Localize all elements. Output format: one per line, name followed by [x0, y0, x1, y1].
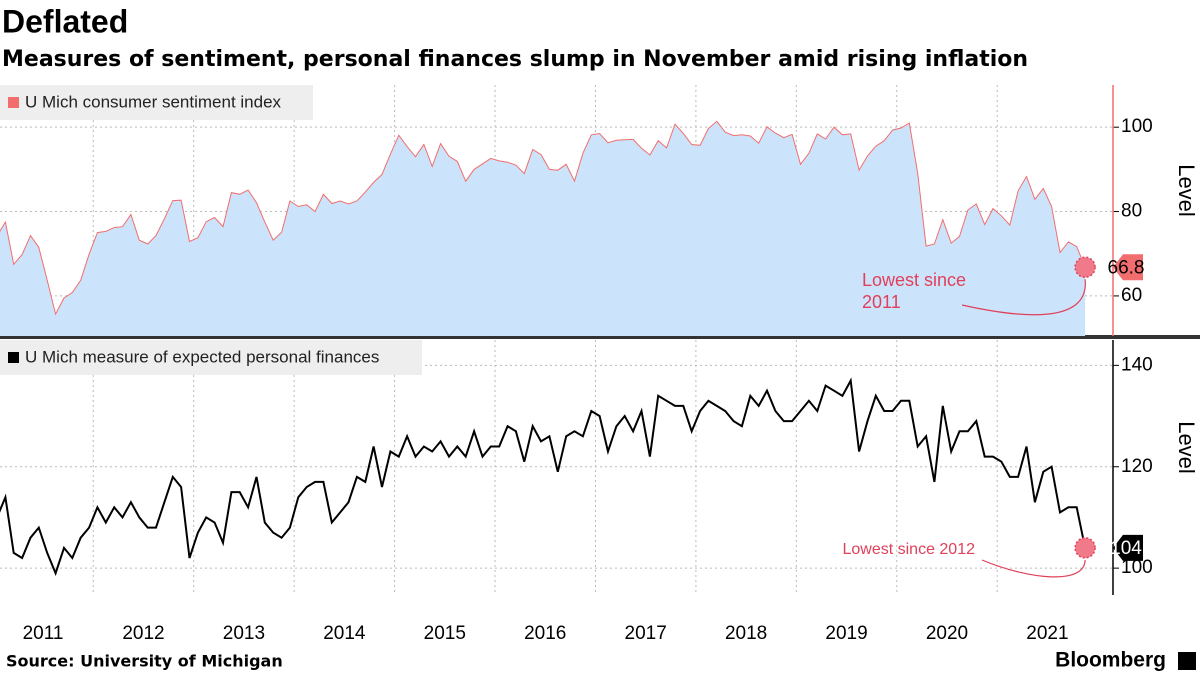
annotation-line: Lowest since	[862, 270, 966, 290]
legend-label: U Mich consumer sentiment index	[25, 92, 282, 111]
brand-logo: Bloomberg	[1055, 649, 1166, 672]
subtitle: Measures of sentiment, personal finances…	[2, 47, 1028, 72]
line	[0, 377, 1087, 577]
legend-swatch	[8, 352, 19, 363]
y-axis-title: Level	[1174, 164, 1199, 217]
value-tag-label: 66.8	[1108, 257, 1145, 278]
x-tick-label: 2018	[725, 623, 767, 644]
x-tick-label: 2011	[23, 623, 64, 644]
x-tick-label: 2012	[122, 623, 164, 644]
value-tag	[1113, 254, 1143, 281]
highlight-point	[1074, 256, 1096, 278]
annotation: Lowest since 2012	[842, 541, 975, 558]
brand-icon	[1178, 652, 1196, 670]
x-tick-label: 2016	[524, 623, 566, 644]
x-tick-label: 2014	[323, 623, 366, 644]
legend-label: U Mich measure of expected personal fina…	[25, 347, 379, 366]
y-tick-label: 60	[1121, 285, 1142, 306]
x-tick-label: 2021	[1026, 623, 1068, 644]
x-tick-label: 2019	[825, 623, 867, 644]
line	[0, 120, 1086, 316]
highlight-point	[1074, 537, 1096, 559]
source: Source: University of Michigan	[6, 652, 283, 671]
legend-background	[0, 340, 422, 375]
annotation-pointer	[961, 279, 1086, 316]
x-tick-label: 2013	[223, 623, 265, 644]
x-tick-label: 2020	[926, 623, 968, 644]
legend-swatch	[8, 97, 19, 108]
legend-background	[0, 85, 313, 120]
panel-separator	[0, 335, 1200, 339]
annotation-pointer	[981, 559, 1086, 578]
y-tick-label: 120	[1121, 456, 1153, 477]
value-tag	[1113, 534, 1143, 561]
y-tick-label: 100	[1121, 557, 1153, 578]
annotation-line: 2011	[862, 292, 901, 312]
x-tick-label: 2017	[625, 623, 667, 644]
x-tick-label: 2015	[424, 623, 466, 644]
area	[0, 121, 1086, 336]
y-axis-title: Level	[1174, 421, 1199, 474]
value-tag-label: 104	[1110, 538, 1142, 559]
annotation: Lowest since 2011	[862, 270, 966, 312]
y-tick-label: 140	[1121, 354, 1153, 375]
y-tick-label: 100	[1121, 116, 1153, 137]
y-tick-label: 80	[1121, 201, 1142, 222]
title: Deflated	[2, 3, 128, 39]
